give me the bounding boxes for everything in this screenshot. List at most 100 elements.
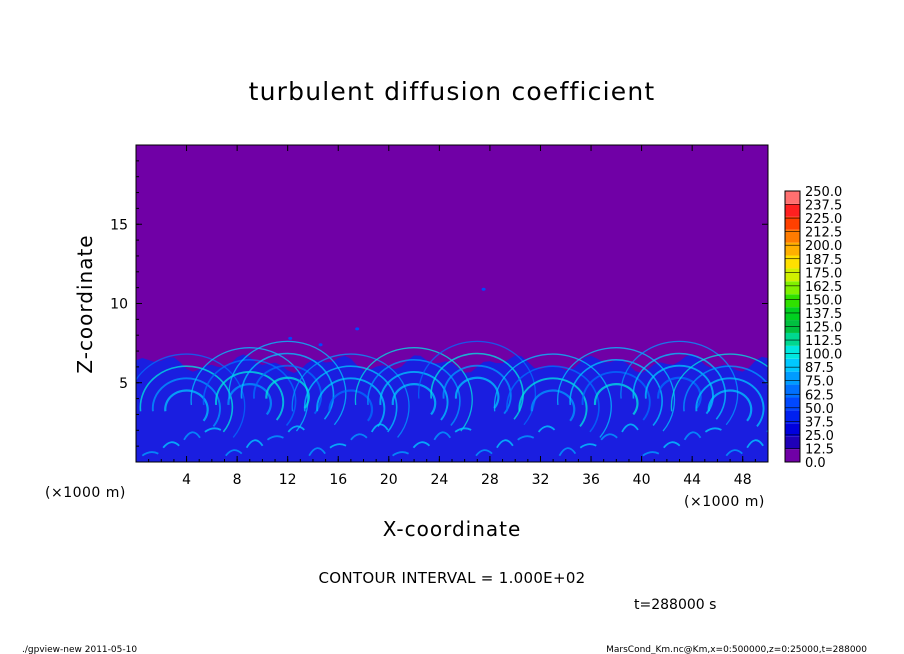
colorbar-swatch	[785, 229, 800, 243]
colorbar-swatch	[785, 268, 800, 282]
eddy-streak	[287, 425, 305, 433]
eddy-streak	[695, 377, 765, 427]
colorbar-label: 25.0	[805, 429, 834, 444]
isolated-patch	[481, 287, 486, 291]
y-tick-label: 15	[110, 217, 128, 233]
eddy-streak	[569, 359, 663, 427]
x-tick-label: 44	[683, 472, 701, 488]
eddy-streak	[228, 340, 347, 426]
colorbar-label: 237.5	[805, 199, 842, 214]
colorbar-swatch	[785, 242, 800, 256]
eddy-streak	[496, 439, 514, 449]
x-axis-label: X-coordinate	[383, 517, 522, 541]
footer-program-date: ./gpview-new 2011-05-10	[22, 645, 137, 654]
eddy-streak	[303, 365, 398, 433]
colorbar-label: 50.0	[805, 402, 834, 417]
x-tick-label: 36	[582, 472, 600, 488]
colorbar-label: 175.0	[805, 266, 842, 281]
colorbar-swatch	[785, 191, 800, 204]
eddy-streak	[252, 364, 323, 415]
colorbar-swatch	[785, 332, 800, 346]
eddy-streak	[557, 347, 676, 432]
colorbar-label: 87.5	[805, 361, 834, 376]
x-tick-label: 20	[380, 472, 398, 488]
colorbar-label: 75.0	[805, 375, 834, 390]
eddy-streak	[265, 376, 310, 409]
contour-interval-label: CONTOUR INTERVAL = 1.000E+02	[318, 569, 585, 587]
colorbar-label: 137.5	[805, 307, 842, 322]
eddy-streak	[506, 365, 600, 433]
eddy-streak	[183, 431, 201, 441]
eddy-streak	[663, 441, 681, 449]
colorbar-label: 0.0	[805, 456, 826, 471]
eddy-streak	[430, 352, 524, 420]
colorbar-swatch	[785, 358, 800, 372]
eddy-streak	[670, 353, 768, 412]
eddy-streak	[621, 423, 639, 433]
eddy-streak	[746, 439, 764, 449]
x-tick-label: 4	[182, 472, 191, 488]
colorbar-label: 12.5	[805, 442, 834, 457]
eddy-streak	[204, 427, 222, 433]
eddy-streak	[266, 435, 284, 441]
colorbar: 0.012.525.037.550.062.575.087.5100.0112.…	[784, 185, 842, 471]
eddy-streak	[493, 353, 612, 438]
colorbar-label: 150.0	[805, 293, 842, 308]
colorbar-label: 125.0	[805, 321, 842, 336]
colorbar-label: 162.5	[805, 280, 842, 295]
colorbar-swatch	[785, 371, 800, 385]
isolated-patch	[288, 336, 293, 340]
colorbar-label: 187.5	[805, 253, 842, 268]
eddy-streak	[136, 353, 246, 438]
eddy-streak	[308, 447, 326, 457]
x-tick-label: 40	[633, 472, 651, 488]
colorbar-swatch	[785, 384, 800, 398]
eddy-streak	[162, 441, 180, 449]
colorbar-swatch	[785, 281, 800, 295]
y-tick-label: 5	[119, 376, 128, 392]
eddy-streak	[329, 443, 347, 449]
eddy-streak	[433, 431, 452, 441]
colorbar-label: 200.0	[805, 239, 842, 254]
eddy-streak	[704, 427, 722, 433]
eddy-streak	[215, 371, 285, 421]
x-tick-label: 16	[329, 472, 347, 488]
eddy-streak	[141, 451, 159, 457]
y-axis-ticks: 5 10 15	[110, 160, 768, 447]
eddy-streak	[350, 433, 368, 441]
y-axis-label: Z-coordinate	[73, 234, 97, 373]
eddy-streak	[454, 376, 500, 409]
eddy-streak	[245, 439, 264, 449]
colorbar-swatch	[785, 397, 800, 411]
x-tick-label: 32	[532, 472, 550, 488]
x-tick-label: 48	[734, 472, 752, 488]
eddy-streak	[370, 423, 389, 433]
colorbar-label: 225.0	[805, 212, 842, 227]
x-tick-label: 12	[279, 472, 297, 488]
eddy-streak	[600, 433, 618, 441]
footer-file-info: MarsCond_Km.nc@Km,x=0:500000,z=0:25000,t…	[606, 645, 867, 654]
y-axis-unit: (×1000 m)	[45, 485, 126, 501]
colorbar-label: 62.5	[805, 388, 834, 403]
eddy-streak	[657, 376, 702, 409]
eddy-streak	[683, 431, 702, 441]
eddy-streak	[683, 365, 768, 433]
eddy-streak	[475, 449, 493, 457]
eddy-streak	[139, 365, 234, 433]
eddy-streak	[725, 449, 743, 457]
eddy-streak	[707, 389, 753, 422]
colorbar-label: 250.0	[805, 185, 842, 200]
colorbar-swatch	[785, 294, 800, 308]
eddy-streak	[412, 441, 431, 449]
eddy-streaks	[136, 340, 768, 457]
colorbar-swatch	[785, 423, 800, 437]
eddy-streak	[225, 449, 243, 457]
eddy-streak	[367, 359, 461, 427]
colorbar-swatch	[785, 216, 800, 230]
colorbar-swatch	[785, 307, 800, 321]
x-axis-unit: (×1000 m)	[684, 494, 765, 510]
isolated-patch	[318, 343, 323, 347]
x-tick-label: 8	[233, 472, 242, 488]
eddy-streak	[392, 451, 409, 457]
